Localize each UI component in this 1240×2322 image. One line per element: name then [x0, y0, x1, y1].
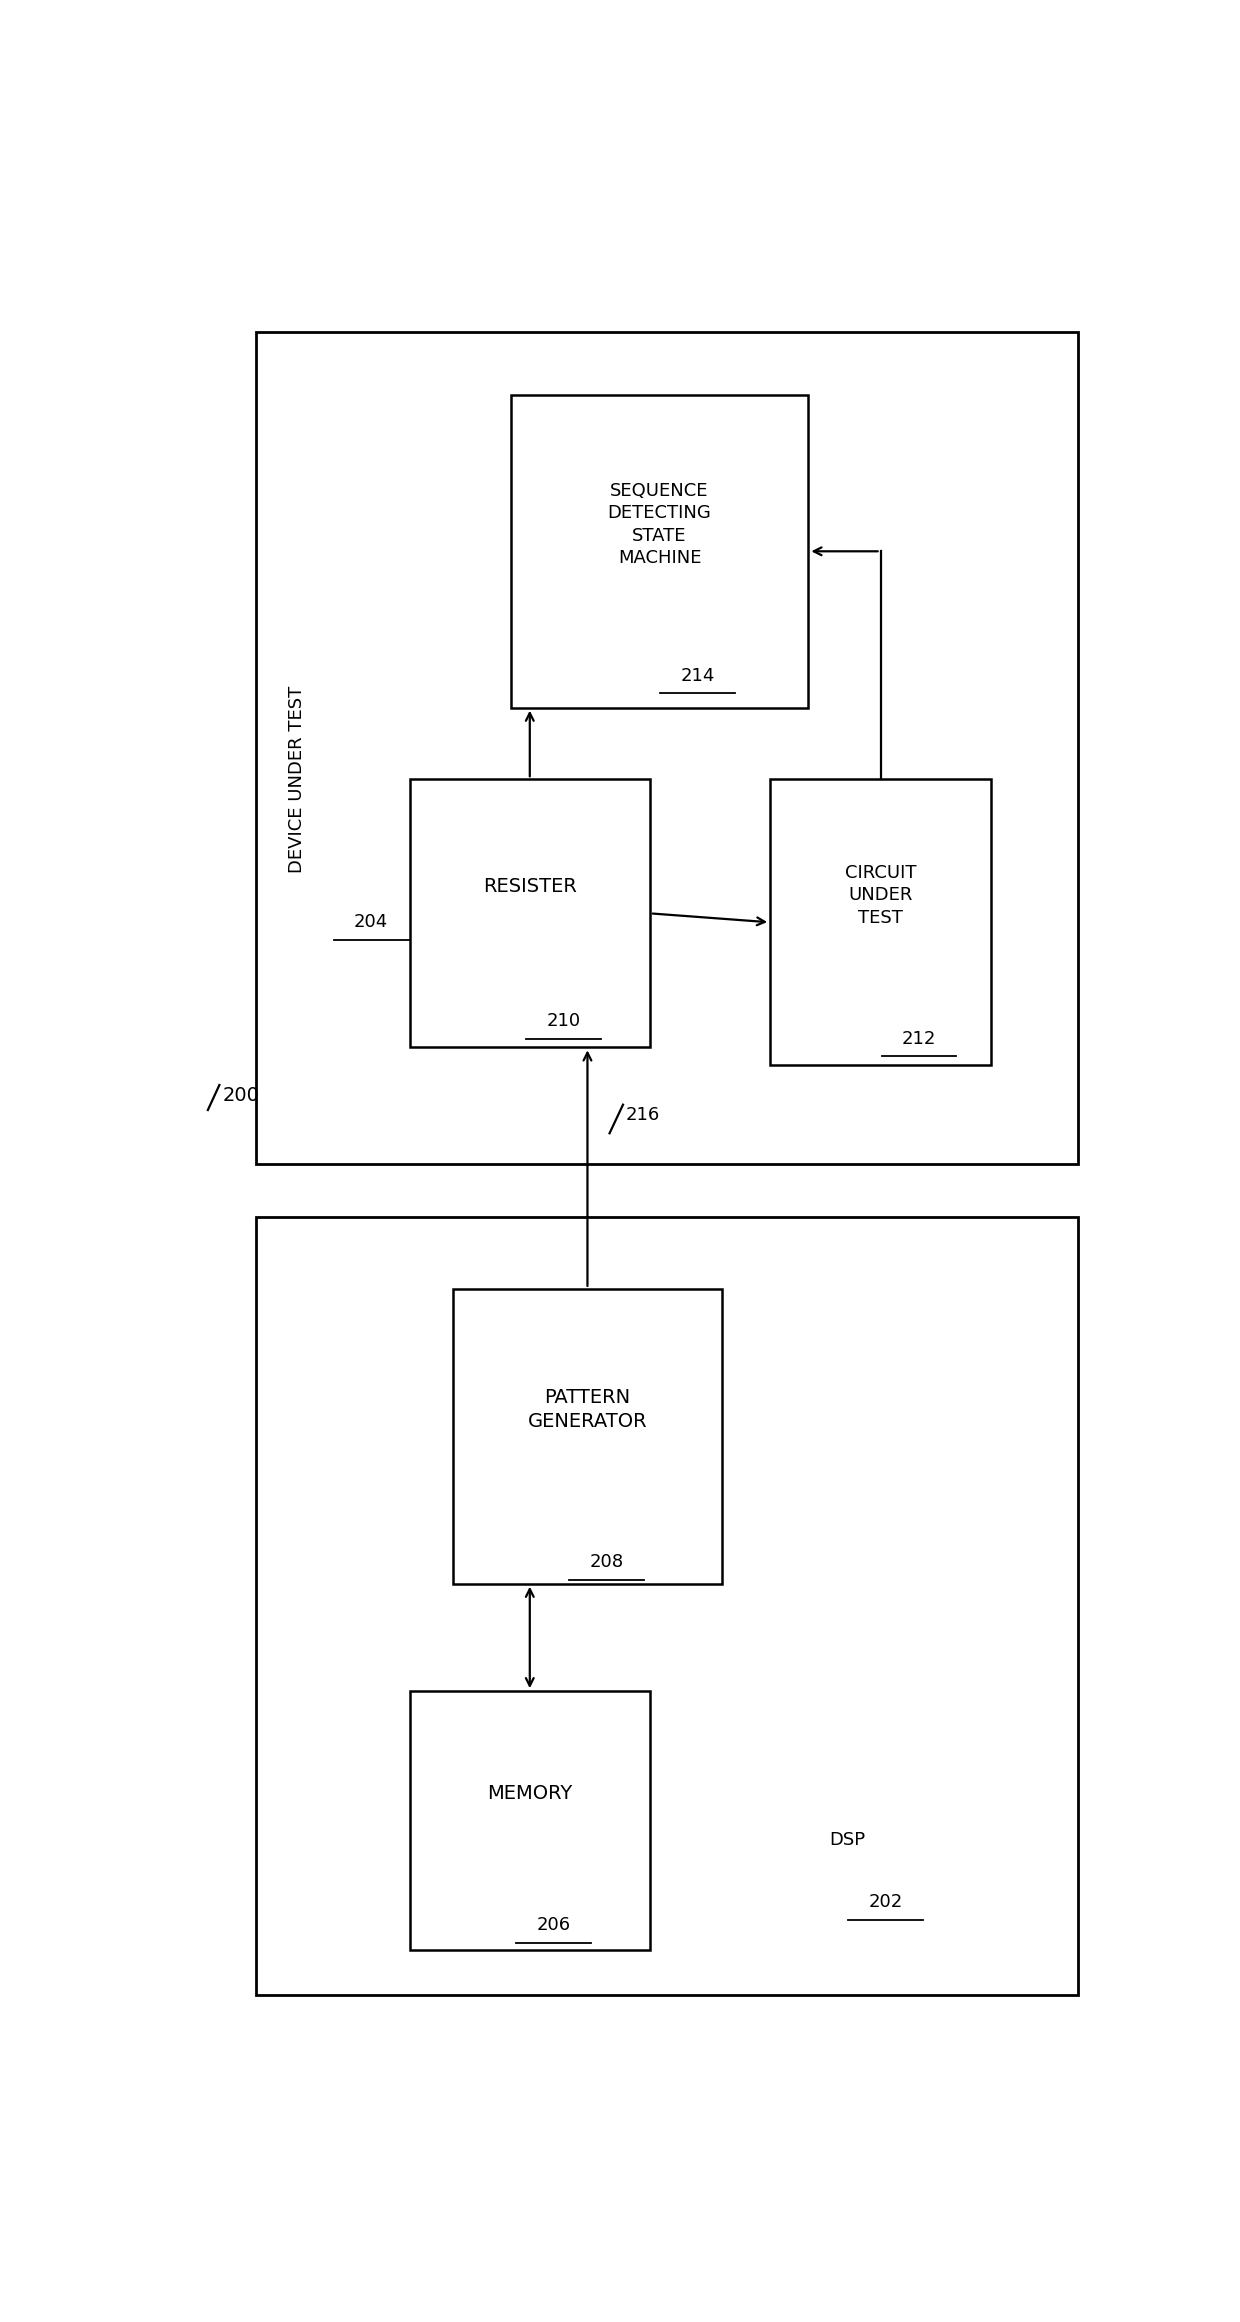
Bar	[770, 780, 991, 1066]
Text: DEVICE UNDER TEST: DEVICE UNDER TEST	[288, 685, 306, 873]
Text: MEMORY: MEMORY	[487, 1783, 573, 1804]
Text: 214: 214	[681, 666, 715, 685]
Bar	[409, 780, 650, 1047]
Text: SEQUENCE
DETECTING
STATE
MACHINE: SEQUENCE DETECTING STATE MACHINE	[608, 483, 712, 567]
Text: 206: 206	[537, 1916, 570, 1934]
Bar	[511, 395, 808, 708]
Text: 200: 200	[222, 1087, 259, 1105]
Bar	[409, 1690, 650, 1950]
Text: 212: 212	[901, 1029, 936, 1047]
Text: 208: 208	[589, 1553, 624, 1572]
Bar	[255, 332, 1078, 1163]
Bar	[453, 1289, 722, 1584]
Text: PATTERN
GENERATOR: PATTERN GENERATOR	[528, 1389, 647, 1430]
Text: 202: 202	[868, 1892, 903, 1911]
Text: DSP: DSP	[828, 1830, 866, 1848]
Text: 210: 210	[547, 1012, 580, 1029]
Text: 204: 204	[355, 913, 388, 931]
Text: RESISTER: RESISTER	[482, 878, 577, 896]
Bar	[255, 1217, 1078, 1995]
Text: CIRCUIT
UNDER
TEST: CIRCUIT UNDER TEST	[844, 864, 916, 926]
Text: 216: 216	[626, 1105, 660, 1124]
